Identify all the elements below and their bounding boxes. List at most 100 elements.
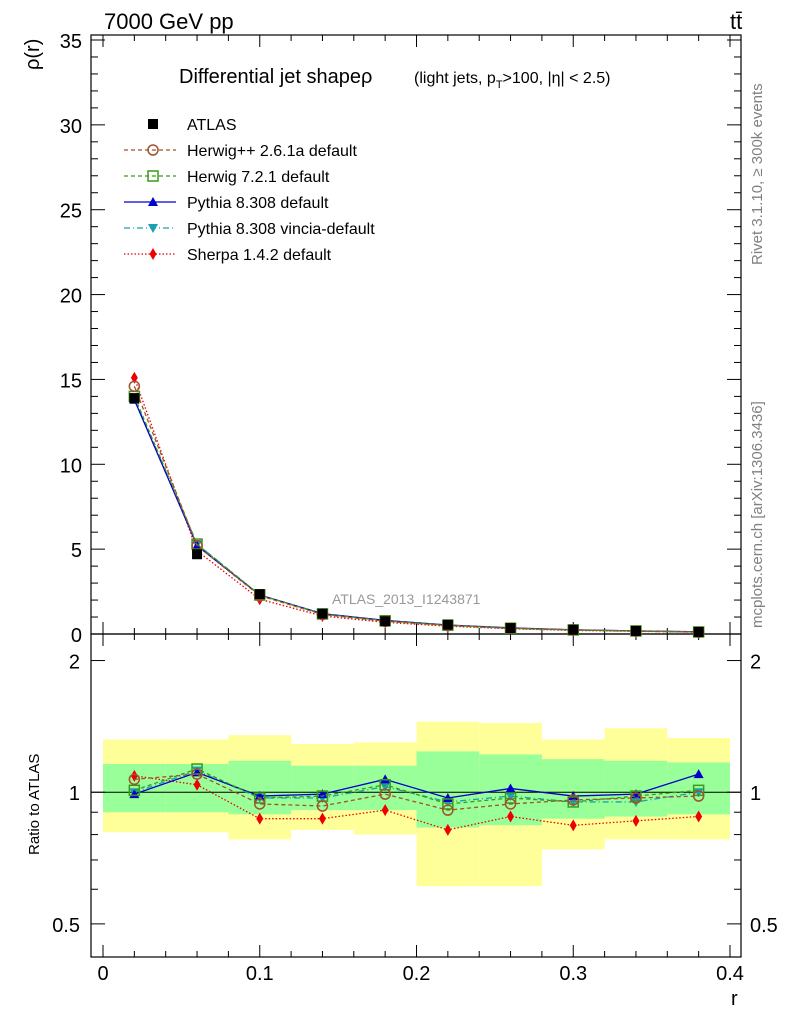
ratio-band-green (541, 759, 605, 819)
main-y-tick-label: 25 (60, 201, 82, 223)
marker-square (192, 549, 203, 560)
marker-circle-open (316, 800, 329, 812)
x-tick-label: 0.4 (716, 963, 744, 985)
marker-square-open (504, 792, 517, 804)
main-ylabel: ρ(r) (22, 39, 44, 70)
marker-diamond (130, 371, 138, 384)
marker-triangle-up (317, 789, 328, 799)
marker-square (505, 623, 516, 634)
main-series-atlas (129, 393, 704, 637)
header-process-label: tt̄ (730, 9, 742, 34)
marker-triangle-up (505, 783, 516, 793)
marker-diamond (193, 778, 201, 791)
marker-square (380, 616, 391, 627)
main-series (128, 371, 705, 639)
legend-label: Herwig++ 2.6.1a default (187, 143, 357, 160)
ratio-y-tick-label: 1 (69, 783, 80, 805)
marker-diamond (569, 819, 577, 832)
xlabel: r (731, 988, 738, 1010)
plot-subtitle: (light jets, pT>100, |η| < 2.5) (414, 70, 611, 91)
marker-square-open (692, 784, 705, 797)
ratio-y-tick-label-right: 1 (750, 783, 761, 805)
legend-entry: Herwig 7.2.1 default (124, 169, 330, 186)
marker-square (693, 626, 704, 637)
marker-square (568, 624, 579, 635)
marker-diamond (444, 823, 452, 836)
ratio-series-herwig-2-6-1a-default (128, 768, 705, 816)
marker-triangle-up (254, 791, 265, 801)
marker-square-open (147, 170, 159, 182)
legend-label: Herwig 7.2.1 default (187, 169, 330, 186)
mcplots-reference-label: mcplots.cern.ch [arXiv:1306.3436] (749, 401, 766, 628)
x-tick-label: 0 (97, 963, 108, 985)
uncertainty-bands (91, 721, 741, 887)
main-y-tick-label: 30 (60, 116, 82, 138)
marker-diamond (318, 812, 326, 825)
marker-triangle-up (380, 774, 391, 784)
header-energy-label: 7000 GeV pp (104, 9, 234, 34)
marker-circle-open (147, 144, 159, 156)
x-tick-label: 0.1 (246, 963, 274, 985)
main-y-tick-label: 10 (60, 455, 82, 477)
marker-square-open (128, 784, 141, 797)
marker-circle-open (442, 804, 454, 816)
legend-label: ATLAS (187, 117, 237, 134)
legend-entry: Sherpa 1.4.2 default (124, 247, 332, 264)
marker-diamond (632, 814, 640, 827)
legend-entry: Herwig++ 2.6.1a default (124, 143, 357, 160)
series-line (133, 396, 699, 633)
marker-square (442, 619, 453, 630)
plot-title: Differential jet shapeρ (179, 66, 372, 88)
marker-circle-open (379, 788, 391, 800)
series-line (133, 385, 699, 633)
x-tick-label: 0.2 (403, 963, 431, 985)
marker-circle-open (128, 773, 141, 786)
legend-entry: ATLAS (148, 117, 237, 134)
marker-circle-open (191, 768, 203, 780)
analysis-id-label: ATLAS_2013_I1243871 (332, 591, 481, 607)
legend-label: Pythia 8.308 default (187, 195, 329, 212)
marker-diamond (149, 248, 157, 260)
marker-circle-open (567, 794, 579, 806)
ratio-band-green (291, 765, 354, 811)
marker-circle-open (128, 380, 141, 392)
main-y-tick-label: 5 (71, 540, 82, 562)
marker-square (254, 589, 265, 600)
main-y-tick-label: 0 (71, 625, 82, 647)
marker-triangle-up (442, 793, 453, 803)
marker-diamond (695, 810, 703, 823)
legend-entry: Pythia 8.308 default (124, 195, 329, 212)
series-line (134, 771, 699, 799)
marker-circle-open (254, 798, 266, 810)
rivet-version-label: Rivet 3.1.10, ≥ 300k events (749, 83, 766, 265)
marker-diamond (256, 812, 264, 825)
series-line (134, 768, 699, 805)
ratio-y-tick-label: 2 (69, 652, 80, 674)
marker-circle-open (630, 792, 642, 804)
marker-square (148, 119, 158, 129)
marker-circle-open (504, 798, 517, 810)
x-tick-label: 0.3 (559, 963, 587, 985)
legend-label: Pythia 8.308 vincia-default (187, 221, 375, 238)
marker-square (630, 625, 641, 636)
marker-square-open (191, 763, 203, 775)
marker-circle-open (692, 790, 705, 802)
ratio-ylabel: Ratio to ATLAS (26, 754, 43, 855)
axes-frames: 0 0.1 0.2 0.3 0.4 0 5 10 15 20 25 30 35 0.5 0.5 1 1 2 2 (52, 31, 778, 985)
marker-triangle-up (148, 197, 158, 206)
ratio-y-tick-label: 0.5 (52, 915, 80, 937)
ratio-series (128, 763, 705, 836)
main-y-tick-label: 35 (60, 31, 82, 53)
ratio-y-tick-label-right: 0.5 (750, 915, 778, 937)
ratio-band-green (416, 751, 480, 828)
marker-diamond (381, 804, 389, 817)
legend-entry: Pythia 8.308 vincia-default (124, 221, 375, 238)
legend-label: Sherpa 1.4.2 default (187, 247, 332, 264)
marker-triangle-up (693, 769, 704, 779)
marker-triangle-down (148, 224, 158, 233)
legend: ATLAS Herwig++ 2.6.1a default Herwig 7.2.1… (124, 117, 375, 264)
main-y-tick-label: 15 (60, 370, 82, 392)
ratio-y-tick-label-right: 2 (750, 652, 761, 674)
marker-square-open (442, 798, 454, 810)
